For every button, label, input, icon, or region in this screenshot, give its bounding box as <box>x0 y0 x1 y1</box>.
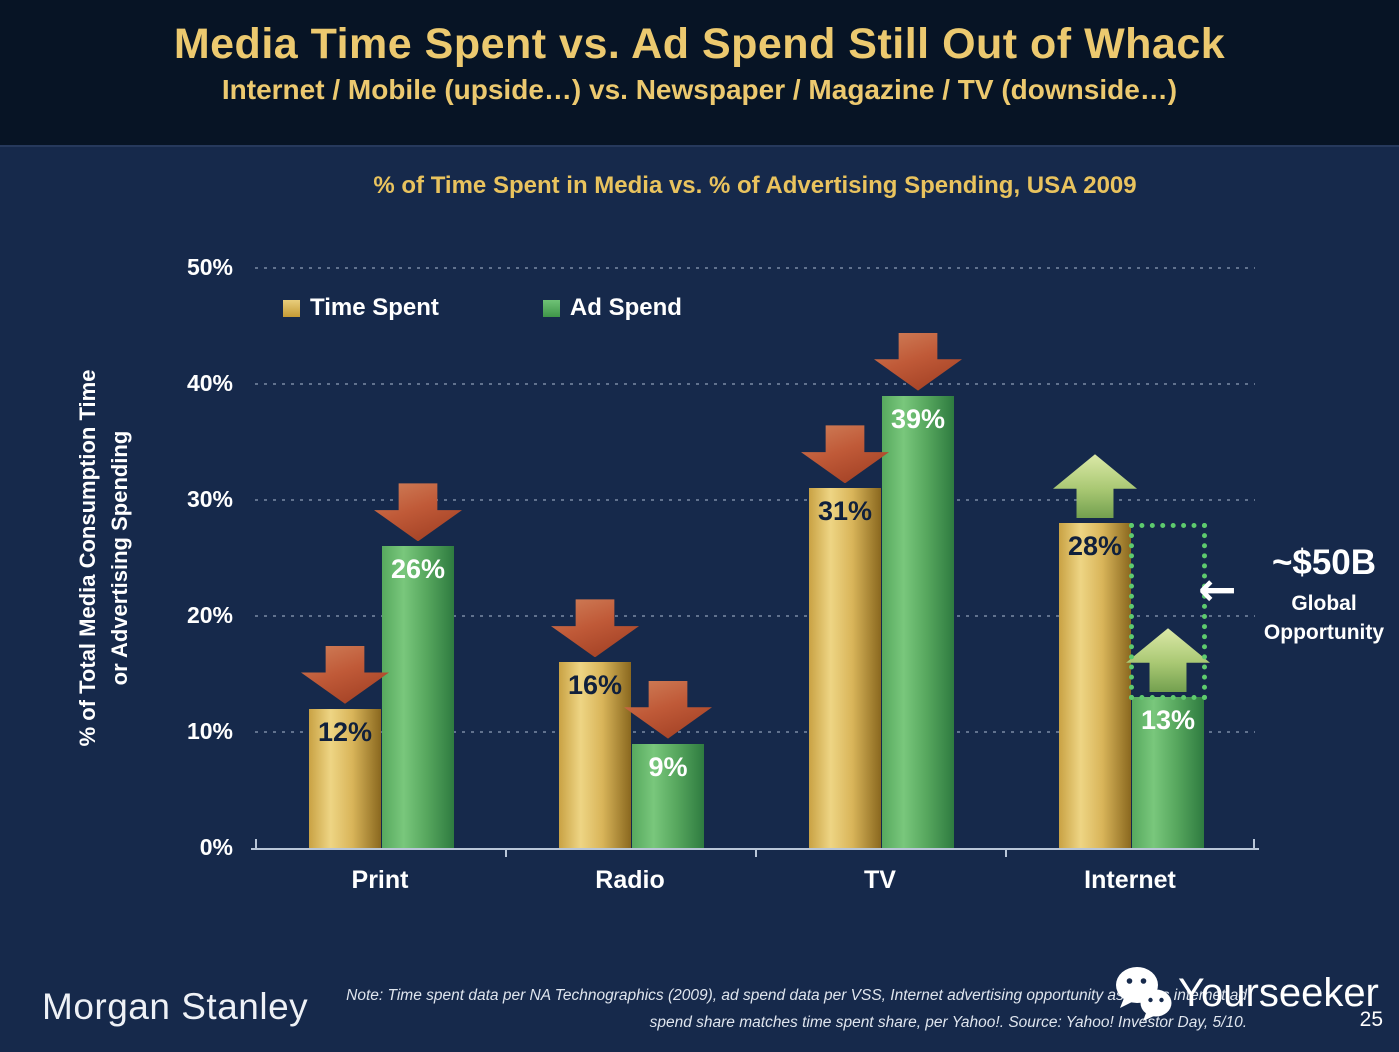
opportunity-pointer-arrow-icon: ← <box>1198 562 1237 616</box>
page-number: 25 <box>1359 1008 1383 1031</box>
bar-print-time-spent: 12% <box>309 708 381 848</box>
opportunity-amount: ~$50B <box>1271 543 1377 582</box>
opportunity-sub1: Global <box>1291 592 1357 615</box>
trend-arrow-down-tv-ad-spend-icon <box>874 332 962 391</box>
bar-value-radio-time-spent: 16% <box>567 670 623 701</box>
gridline-50 <box>255 267 1255 269</box>
trend-arrow-up-internet-time-spent-icon <box>1053 454 1137 519</box>
y-tick-30: 30% <box>186 486 233 512</box>
trend-arrow-down-print-ad-spend-icon <box>374 483 462 542</box>
x-axis-tick <box>1253 839 1255 848</box>
trend-arrow-down-print-time-spent-icon <box>301 645 389 704</box>
chart-title: % of Time Spent in Media vs. % of Advert… <box>373 172 1137 199</box>
bar-internet-ad-spend: 13% <box>1132 697 1204 848</box>
source-note-line1: Note: Time spent data per NA Technograph… <box>346 987 1247 1004</box>
bar-value-internet-ad-spend: 13% <box>1140 705 1196 736</box>
gridline-20 <box>255 615 1255 617</box>
bar-value-tv-ad-spend: 39% <box>890 403 946 434</box>
bar-value-print-time-spent: 12% <box>317 716 373 747</box>
source-note-line2: spend share matches time spent share, pe… <box>649 1014 1247 1032</box>
legend-item-time-spent: Time Spent <box>283 294 439 322</box>
y-tick-40: 40% <box>186 370 233 396</box>
bar-value-print-ad-spend: 26% <box>390 554 446 585</box>
x-axis-tick <box>505 848 507 857</box>
y-tick-50: 50% <box>186 254 233 280</box>
gridline-10 <box>255 731 1255 733</box>
bar-internet-time-spent: 28% <box>1059 523 1131 848</box>
y-tick-10: 10% <box>186 718 233 744</box>
plot-area: 0% 10% 20% 30% 40% 50% Print 12% 26% Radio 16% 9% TV… <box>187 254 1259 894</box>
y-tick-0: 0% <box>199 834 233 860</box>
bar-tv-time-spent: 31% <box>809 488 881 848</box>
bar-tv-ad-spend: 39% <box>882 395 954 848</box>
bar-radio-ad-spend: 9% <box>632 743 704 848</box>
y-tick-20: 20% <box>186 602 233 628</box>
trend-arrow-down-tv-time-spent-icon <box>801 425 889 484</box>
wechat-icon <box>1116 967 1172 1021</box>
watermark: Yourseeker <box>1110 960 1379 1026</box>
y-axis-title: % of Total Media Consumption Time or Adv… <box>52 268 156 848</box>
x-category-label-tv: TV <box>864 866 896 894</box>
bar-print-ad-spend: 26% <box>382 546 454 848</box>
x-axis-tick <box>1005 848 1007 857</box>
gridline-40 <box>255 383 1255 385</box>
y-axis-title-line2: or Advertising Spending <box>107 430 132 686</box>
x-category-label-print: Print <box>351 866 409 894</box>
x-category-label-radio: Radio <box>595 866 665 894</box>
opportunity-sub2: Opportunity <box>1263 621 1385 645</box>
bar-value-internet-time-spent: 28% <box>1067 531 1123 562</box>
slide-title: Media Time Spent vs. Ad Spend Still Out … <box>173 20 1226 68</box>
opportunity-label: ~$50B Global Opportunity <box>1250 543 1398 648</box>
legend: Time Spent Ad Spend <box>283 294 682 322</box>
x-category-label-internet: Internet <box>1084 866 1176 894</box>
opportunity-gap-box <box>1129 523 1207 701</box>
trend-arrow-down-radio-time-spent-icon <box>551 599 639 658</box>
legend-label-time-spent: Time Spent <box>310 294 439 321</box>
source-note: Note: Time spent data per NA Technograph… <box>287 982 1247 1036</box>
morgan-stanley-logo: Morgan Stanley <box>42 986 309 1027</box>
time-spent-swatch-icon <box>283 299 300 317</box>
legend-label-ad-spend: Ad Spend <box>569 294 682 321</box>
trend-arrow-down-radio-ad-spend-icon <box>624 680 712 739</box>
slide-subtitle: Internet / Mobile (upside…) vs. Newspape… <box>221 74 1178 105</box>
y-axis-title-line1: % of Total Media Consumption Time <box>75 369 101 747</box>
bar-radio-time-spent: 16% <box>559 662 631 848</box>
legend-item-ad-spend: Ad Spend <box>542 294 682 322</box>
gridline-30 <box>255 499 1255 501</box>
ad-spend-swatch-icon <box>542 299 560 317</box>
x-axis-tick <box>255 839 257 848</box>
bar-value-tv-time-spent: 31% <box>817 496 873 527</box>
watermark-text: Yourseeker <box>1178 970 1379 1015</box>
x-axis-tick <box>755 848 757 857</box>
bar-value-radio-ad-spend: 9% <box>648 751 688 782</box>
header: Media Time Spent vs. Ad Spend Still Out … <box>0 0 1399 147</box>
